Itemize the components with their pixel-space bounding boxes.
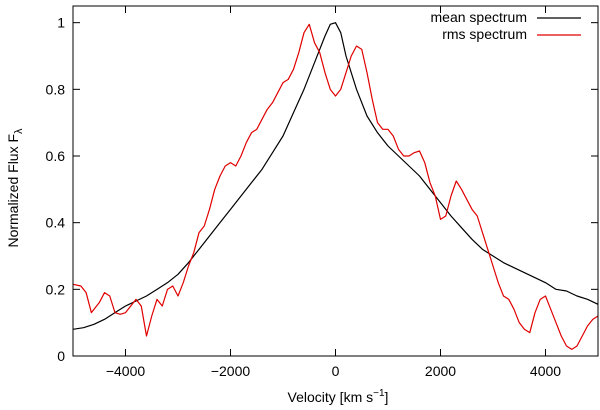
x-axis-label: Velocity [km s−1] bbox=[288, 388, 389, 405]
y-axis-label: Normalized Flux Fλ bbox=[5, 128, 25, 248]
mean-spectrum-line bbox=[72, 22, 599, 330]
x-tick-label: 2000 bbox=[425, 363, 456, 379]
legend-label-mean: mean spectrum bbox=[431, 9, 527, 25]
tick-marks bbox=[73, 6, 598, 357]
x-tick-label: 0 bbox=[332, 363, 340, 379]
rms-spectrum-line bbox=[72, 23, 599, 350]
y-tick-label: 0.6 bbox=[46, 148, 66, 164]
legend-label-rms: rms spectrum bbox=[442, 26, 527, 42]
x-tick-label: −2000 bbox=[211, 363, 251, 379]
y-tick-label: 0.8 bbox=[46, 81, 66, 97]
plot-frame bbox=[72, 5, 599, 357]
tick-labels: −4000 −2000 0 2000 4000 0 0.2 0.4 0.6 0.8 1 bbox=[46, 15, 562, 379]
x-tick-label: 4000 bbox=[530, 363, 561, 379]
legend: mean spectrum rms spectrum bbox=[431, 9, 581, 42]
y-tick-label: 0.2 bbox=[46, 281, 66, 297]
series-lines bbox=[72, 22, 599, 350]
y-tick-label: 1 bbox=[57, 15, 65, 31]
x-tick-label: −4000 bbox=[106, 363, 146, 379]
y-tick-label: 0.4 bbox=[46, 215, 66, 231]
y-tick-label: 0 bbox=[57, 348, 65, 364]
